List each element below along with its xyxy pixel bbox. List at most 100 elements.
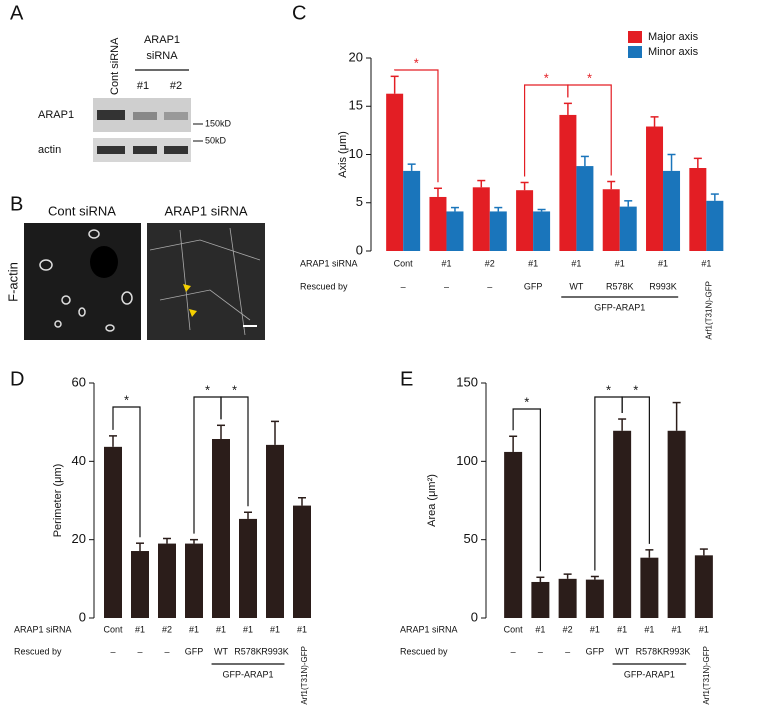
significance-bracket [512,408,541,572]
row-label: Rescued by [400,646,448,656]
rescue-label: WT [615,646,629,656]
blot-band [133,112,157,120]
group-label: GFP-ARAP1 [594,302,645,312]
error-bar [244,511,252,519]
bar [689,168,707,251]
panel-label: D [10,368,24,390]
error-bar [672,401,681,431]
panel-label: A [10,2,24,24]
y-tick-label: 5 [356,194,363,209]
blot-row-label: actin [38,144,61,156]
micrograph [24,223,141,340]
legend-swatch [628,46,642,58]
significance-label: * [606,382,611,397]
rescue-label: Arf1(T31N)-GFP [704,281,713,340]
row-label: ARAP1 siRNA [14,624,72,634]
blot-band [164,112,188,120]
rescue-label: – [511,646,516,656]
error-bar [650,116,659,127]
stain-label: F-actin [5,262,20,302]
arrowhead [189,309,197,317]
rescue-label: R578K [636,646,664,656]
bar [694,555,713,618]
bar [558,578,577,618]
rescue-label: – [137,646,142,656]
significance-label: * [414,55,419,70]
x-tick-label: #1 [189,624,199,634]
lane-label: #1 [137,80,149,92]
rescue-label: GFP [586,646,605,656]
bar [531,581,550,618]
error-bar [433,187,442,197]
x-tick-label: Cont [504,624,524,634]
bar [504,451,523,618]
error-bar [494,206,503,212]
error-bar [624,200,633,207]
legend-label: Minor axis [648,46,699,58]
x-tick-label: #1 [216,624,226,634]
error-bar [298,497,306,506]
x-tick-label: Cont [103,624,123,634]
blot-band [133,146,157,154]
bar [663,170,681,251]
significance-bracket [220,396,249,507]
x-tick-label: #1 [270,624,280,634]
error-bar [109,435,117,447]
rescue-label: – [444,281,449,291]
rescue-label: Arf1(T31N)-GFP [300,646,309,705]
rescue-label: WT [214,646,228,656]
x-tick-label: #1 [441,258,451,268]
x-tick-label: Cont [394,258,414,268]
bar [403,170,421,251]
rescue-label: Arf1(T31N)-GFP [702,646,711,705]
x-tick-label: #1 [297,624,307,634]
bar [585,579,604,618]
bar [619,206,637,251]
bar [446,211,464,251]
x-tick-label: #1 [535,624,545,634]
error-bar [693,157,702,169]
y-tick-label: 20 [72,531,86,546]
rescue-label: – [164,646,169,656]
x-tick-label: #1 [617,624,627,634]
error-bar [407,163,416,171]
y-tick-label: 0 [79,609,86,624]
bar [533,211,551,251]
significance-label: * [524,394,529,409]
error-bar [536,576,545,582]
y-tick-label: 100 [456,453,478,468]
bar [158,543,176,618]
row-label: Rescued by [300,281,348,291]
lane-label: Cont siRNA [109,37,121,95]
error-bar [645,549,654,558]
bar [239,518,257,618]
bar [212,439,230,618]
error-bar [590,575,599,580]
bar [104,446,122,618]
significance-label: * [633,382,638,397]
bar [613,430,632,618]
rescue-label: – [401,281,406,291]
y-tick-label: 60 [72,374,86,389]
significance-label: * [232,382,237,397]
rescue-label: R993K [649,281,677,291]
lane-label: #2 [170,80,182,92]
x-tick-label: #1 [571,258,581,268]
blot-band [97,110,125,120]
x-tick-label: #2 [563,624,573,634]
rescue-label: WT [569,281,583,291]
significance-bracket [394,69,439,183]
lane-label: siRNA [146,50,178,62]
significance-label: * [544,70,549,85]
arrowhead [183,284,191,292]
y-tick-label: 0 [471,609,478,624]
significance-label: * [587,70,592,85]
error-bar [477,179,486,188]
y-tick-label: 40 [72,453,86,468]
group-label: GFP-ARAP1 [624,669,675,679]
rescue-label: R993K [663,646,691,656]
rescue-label: GFP [524,281,543,291]
x-tick-label: #1 [701,258,711,268]
bar [576,166,594,251]
image-title: ARAP1 siRNA [164,203,247,218]
